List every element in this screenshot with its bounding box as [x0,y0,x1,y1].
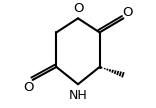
Text: O: O [122,6,133,19]
Text: O: O [73,2,83,15]
Text: O: O [23,81,34,94]
Text: NH: NH [69,89,87,102]
